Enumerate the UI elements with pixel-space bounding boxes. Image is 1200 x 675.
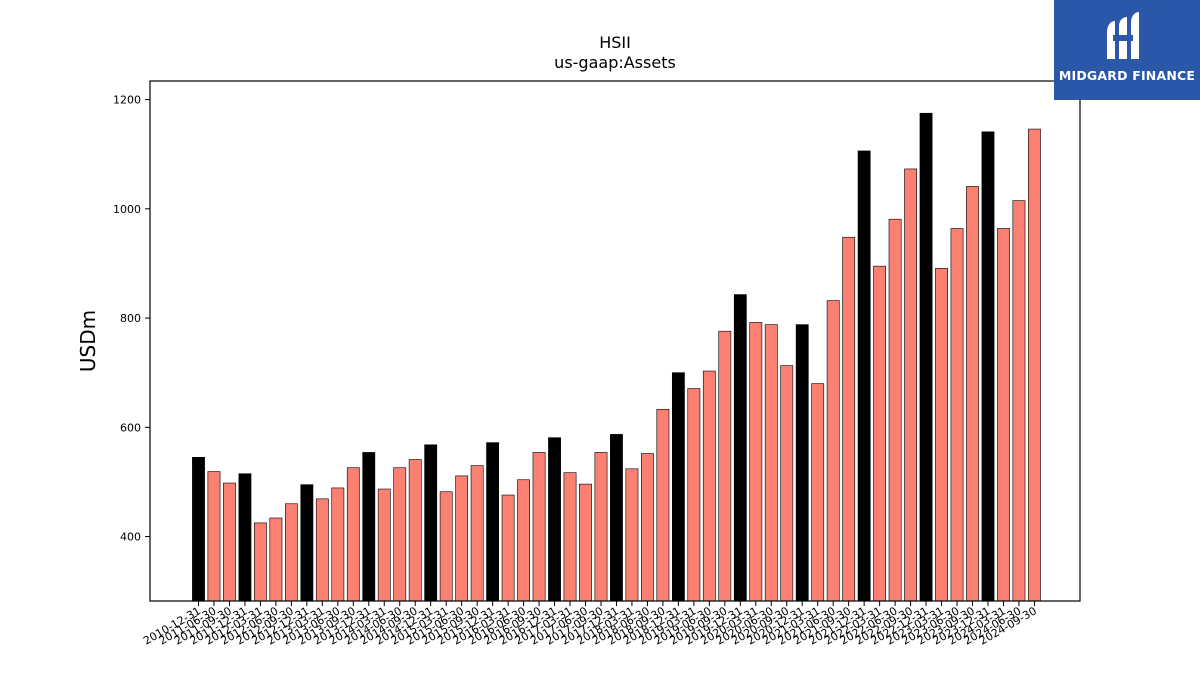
bar (671, 372, 685, 602)
chart-subtitle: us-gaap:Assets (554, 53, 676, 72)
y-tick-label: 400 (120, 531, 141, 544)
bar (238, 473, 252, 602)
bar (579, 483, 592, 602)
brand-logo: MIDGARD FINANCE (1054, 0, 1200, 100)
bar (1012, 200, 1026, 602)
bar (966, 186, 979, 602)
bar (873, 265, 887, 602)
bar (656, 408, 670, 602)
bar (377, 488, 391, 602)
bar (888, 218, 902, 602)
bar (300, 484, 314, 602)
bar (192, 457, 205, 602)
bar (718, 330, 732, 602)
bar (780, 365, 794, 602)
y-tick-label: 800 (120, 312, 141, 325)
bar (687, 388, 701, 602)
bar (625, 468, 639, 602)
bar (254, 522, 267, 602)
bar (563, 472, 577, 602)
logo-mark-icon (1107, 12, 1139, 59)
y-axis-label: USDm (76, 310, 100, 372)
bar (981, 131, 995, 602)
bar (749, 322, 763, 602)
bar (1028, 128, 1041, 602)
bar (223, 482, 236, 602)
bar (935, 268, 948, 602)
bar (641, 453, 654, 602)
bar (517, 479, 530, 602)
bar (284, 503, 298, 602)
x-axis: 2010-12-312011-06-302011-09-302011-12-31… (141, 601, 1039, 648)
logo-text: MIDGARD FINANCE (1058, 68, 1196, 83)
bar (764, 324, 778, 602)
y-tick-label: 1200 (113, 94, 141, 107)
bar (455, 475, 469, 602)
bar (811, 383, 825, 602)
plot-frame (149, 80, 1081, 602)
y-axis: 400 600 800 1000 1200 (113, 94, 150, 544)
bar (997, 228, 1010, 602)
bar (548, 437, 561, 602)
bar (904, 168, 917, 602)
bar (610, 434, 623, 602)
bar (501, 494, 515, 602)
bar (207, 471, 221, 602)
bar (702, 370, 716, 602)
bar (795, 324, 809, 602)
y-tick-label: 600 (120, 421, 141, 434)
bar (857, 150, 871, 602)
bar (532, 452, 546, 602)
bar (826, 300, 840, 602)
bar (439, 491, 453, 602)
bar (408, 459, 422, 602)
bar (950, 228, 964, 602)
bar (842, 236, 856, 602)
bar (362, 452, 376, 602)
chart-title: HSII (599, 33, 631, 52)
bar (393, 467, 407, 602)
y-tick-label: 1000 (113, 203, 141, 216)
bar (470, 465, 484, 602)
bar (594, 452, 608, 602)
bar (424, 444, 438, 602)
bar (315, 498, 329, 602)
bar (919, 112, 933, 602)
bar (733, 294, 747, 602)
bar (331, 487, 345, 602)
bar (486, 442, 500, 602)
bar (269, 517, 283, 602)
bars (192, 112, 1041, 602)
bar (346, 467, 360, 602)
